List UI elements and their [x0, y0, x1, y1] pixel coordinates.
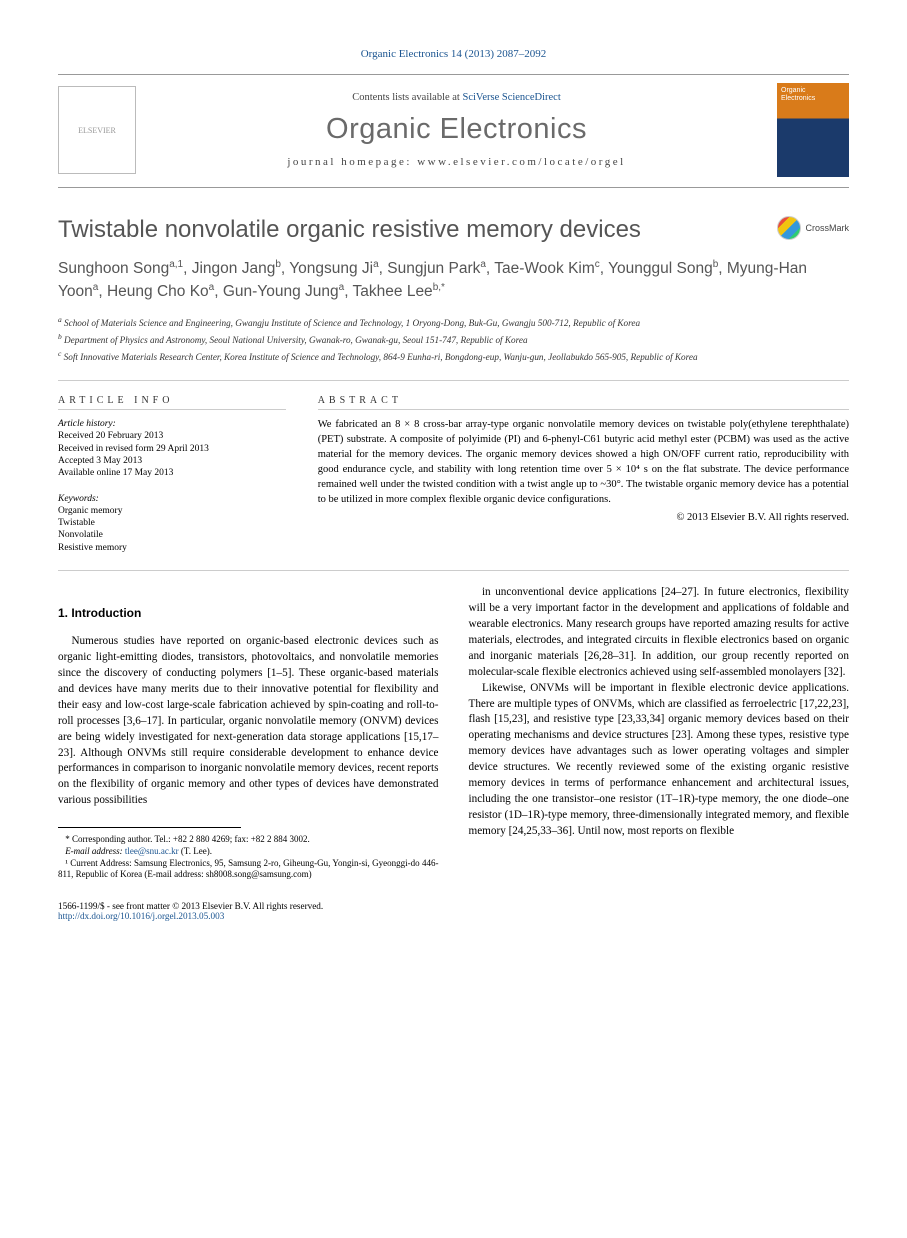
contents-available: Contents lists available at SciVerse Sci… [148, 92, 765, 103]
copyright-line: © 2013 Elsevier B.V. All rights reserved… [318, 512, 849, 523]
author: Sungjun Parka [387, 260, 486, 277]
affiliation-b: b Department of Physics and Astronomy, S… [58, 332, 849, 347]
author: Sunghoon Songa,1 [58, 260, 183, 277]
current-address-note: ¹ Current Address: Samsung Electronics, … [58, 858, 439, 881]
corresponding-author-note: * Corresponding author. Tel.: +82 2 880 … [58, 834, 439, 846]
history-revised: Received in revised form 29 April 2013 [58, 443, 286, 455]
author: Yongsung Jia [289, 260, 378, 277]
author: Heung Cho Koa [107, 283, 214, 300]
journal-title: Organic Electronics [148, 113, 765, 146]
cover-text-1: Organic [781, 87, 806, 95]
rule [58, 570, 849, 571]
elsevier-logo: ELSEVIER [58, 86, 136, 174]
history-label: Article history: [58, 418, 286, 430]
contents-prefix: Contents lists available at [352, 92, 462, 103]
article-info-heading: ARTICLE INFO [58, 395, 286, 410]
front-matter-line: 1566-1199/$ - see front matter © 2013 El… [58, 901, 323, 911]
section-heading-introduction: 1. Introduction [58, 605, 439, 622]
email-note: E-mail address: tlee@snu.ac.kr (T. Lee). [58, 846, 439, 858]
author: Jingon Jangb [192, 260, 281, 277]
footnote-rule [58, 827, 241, 828]
journal-homepage: journal homepage: www.elsevier.com/locat… [148, 156, 765, 168]
history-received: Received 20 February 2013 [58, 430, 286, 442]
article-title: Twistable nonvolatile organic resistive … [58, 216, 849, 244]
author: Takhee Leeb,* [353, 283, 445, 300]
journal-cover-thumbnail: Organic Electronics [777, 83, 849, 177]
homepage-label: journal homepage: [287, 156, 417, 168]
crossmark-label: CrossMark [805, 223, 849, 233]
author-list: Sunghoon Songa,1, Jingon Jangb, Yongsung… [58, 258, 849, 303]
running-header: Organic Electronics 14 (2013) 2087–2092 [58, 48, 849, 60]
affiliation-c: c Soft Innovative Materials Research Cen… [58, 349, 849, 364]
abstract-text: We fabricated an 8 × 8 cross-bar array-t… [318, 418, 849, 507]
keyword: Twistable [58, 517, 286, 529]
body-paragraph: in unconventional device applications [2… [469, 585, 850, 680]
author: Tae-Wook Kimc [494, 260, 600, 277]
rule [58, 380, 849, 381]
keyword: Resistive memory [58, 542, 286, 554]
history-online: Available online 17 May 2013 [58, 467, 286, 479]
keyword: Nonvolatile [58, 529, 286, 541]
affiliation-a: a School of Materials Science and Engine… [58, 315, 849, 330]
doi-link[interactable]: http://dx.doi.org/10.1016/j.orgel.2013.0… [58, 911, 224, 921]
email-label: E-mail address: [65, 846, 122, 856]
keyword: Organic memory [58, 505, 286, 517]
email-person: (T. Lee). [181, 846, 212, 856]
author: Gun-Young Junga [223, 283, 344, 300]
history-accepted: Accepted 3 May 2013 [58, 455, 286, 467]
keywords-label: Keywords: [58, 494, 286, 504]
corresponding-email-link[interactable]: tlee@snu.ac.kr [125, 846, 179, 856]
abstract-heading: ABSTRACT [318, 395, 849, 410]
homepage-url[interactable]: www.elsevier.com/locate/orgel [417, 156, 625, 168]
page-footer: 1566-1199/$ - see front matter © 2013 El… [58, 901, 849, 921]
body-paragraph: Numerous studies have reported on organi… [58, 634, 439, 809]
body-paragraph: Likewise, ONVMs will be important in fle… [469, 681, 850, 840]
author: Younggul Songb [608, 260, 718, 277]
crossmark-widget[interactable]: CrossMark [777, 216, 849, 240]
sciencedirect-link[interactable]: SciVerse ScienceDirect [462, 92, 560, 103]
cover-text-2: Electronics [781, 95, 815, 103]
journal-banner: ELSEVIER Contents lists available at Sci… [58, 74, 849, 188]
crossmark-icon [777, 216, 801, 240]
